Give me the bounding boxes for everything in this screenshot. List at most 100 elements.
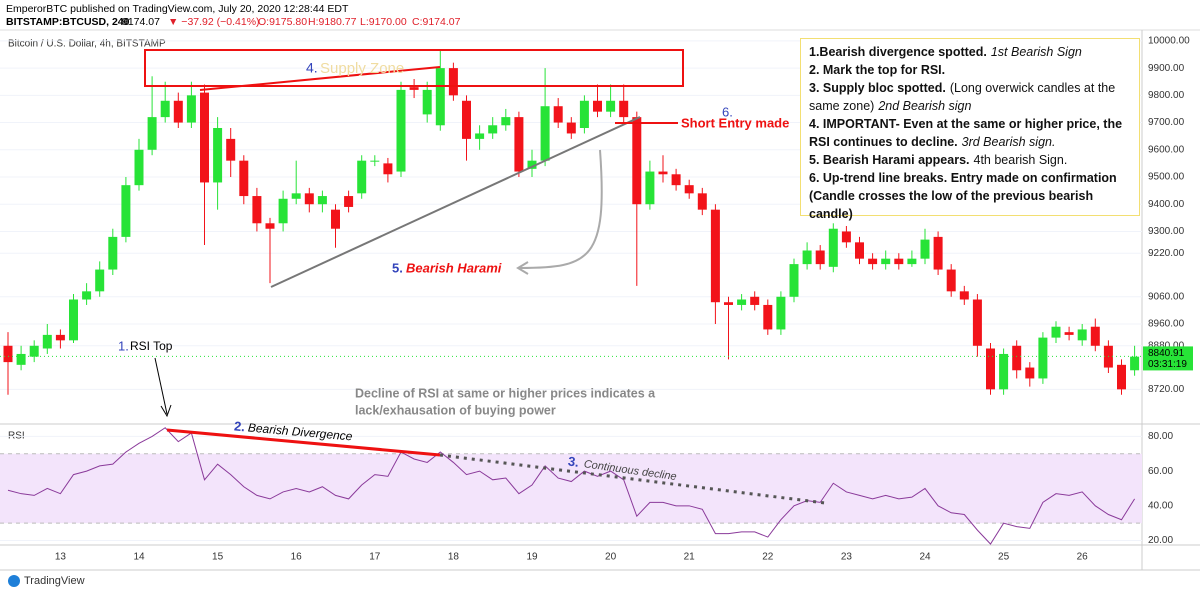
ohlc-low: L:9170.00 <box>360 16 407 28</box>
candle-body <box>95 269 105 292</box>
note-text: 2nd Bearish sign <box>878 99 972 113</box>
candle-body <box>986 348 995 390</box>
x-tick-label: 14 <box>133 552 145 563</box>
candle-body <box>134 149 144 186</box>
candle-body <box>881 258 891 265</box>
note-text: 3. Supply bloc spotted. <box>809 81 946 95</box>
candle-body <box>1025 367 1035 379</box>
last-price-label: 8840.91 <box>1148 348 1185 359</box>
candle-body <box>527 160 537 169</box>
candle-body <box>724 302 733 305</box>
candle-body <box>579 100 589 128</box>
candle-body <box>959 291 969 300</box>
rsi-divergence-line <box>166 428 441 457</box>
candle-body <box>776 296 786 330</box>
x-tick-label: 25 <box>998 552 1010 563</box>
candle-body <box>606 100 616 112</box>
rsi-decline-line <box>439 453 826 505</box>
candle-body <box>278 198 288 224</box>
x-tick-label: 23 <box>841 552 853 563</box>
candle-body <box>763 304 773 330</box>
candle-body <box>920 239 930 259</box>
footer: TradingView <box>24 575 85 587</box>
candle-body <box>331 209 340 229</box>
note-text: 1st Bearish Sign <box>990 45 1082 59</box>
candle-body <box>147 117 157 150</box>
x-tick-label: 16 <box>291 552 303 563</box>
supply-zone <box>144 49 684 87</box>
candle-body <box>252 196 262 224</box>
y-tick-label: 9600.00 <box>1148 144 1185 155</box>
candle-body <box>239 160 249 197</box>
decline-note: lack/exhausation of buying power <box>355 403 556 417</box>
y-tick-label: 60.00 <box>1148 466 1173 477</box>
x-tick-label: 20 <box>605 552 617 563</box>
div-group: 2. Bearish Divergence <box>233 418 353 443</box>
note-line: 2. Mark the top for RSI. <box>809 61 1131 79</box>
candle-body <box>435 68 445 126</box>
candle-body <box>855 242 864 259</box>
candle-body <box>304 193 314 205</box>
cont-label: 3. <box>567 454 580 470</box>
publisher: EmperorBTC published on TradingView.com,… <box>6 3 349 15</box>
y-tick-label: 9500.00 <box>1148 172 1185 183</box>
note-line: 3. Supply bloc spotted. (Long overwick ca… <box>809 79 1131 115</box>
note-text: 5. Bearish Harami appears. <box>809 153 970 167</box>
last: 9174.07 <box>122 16 160 28</box>
candle-body <box>999 353 1009 390</box>
main-title: Bitcoin / U.S. Dollar, 4h, BITSTAMP <box>8 39 166 50</box>
candle-body <box>291 193 301 199</box>
candle-body <box>69 299 78 341</box>
note-text: 4th bearish Sign. <box>973 153 1068 167</box>
candle-body <box>802 250 812 265</box>
candle-body <box>3 345 13 363</box>
candle-body <box>593 100 602 112</box>
candle-body <box>173 100 183 123</box>
candle-body <box>16 353 26 365</box>
divergence-line <box>199 66 441 91</box>
candle-body <box>619 100 629 118</box>
six-label: 6. <box>722 104 733 119</box>
notes-box: 1.Bearish divergence spotted. 1st Bearish… <box>800 38 1140 221</box>
candle-body <box>1051 326 1061 338</box>
candle-body <box>121 185 131 237</box>
ohlc-high: H:9180.77 <box>308 16 357 28</box>
candle-body <box>894 258 904 265</box>
candle-body <box>186 95 196 123</box>
y-tick-label: 9800.00 <box>1148 90 1185 101</box>
x-tick-label: 24 <box>919 552 931 563</box>
candle-body <box>946 269 956 292</box>
candle-body <box>370 160 380 162</box>
y-tick-label: 9300.00 <box>1148 226 1185 237</box>
candle-body <box>933 236 943 270</box>
x-tick-label: 21 <box>684 552 696 563</box>
candle-body <box>1038 337 1048 379</box>
candle-body <box>697 193 707 210</box>
ohlc-open: O:9175.80 <box>258 16 307 28</box>
y-tick-label: 9060.00 <box>1148 291 1185 302</box>
short-label: Short Entry made <box>681 115 789 130</box>
y-tick-label: 40.00 <box>1148 500 1173 511</box>
candle-body <box>1064 332 1074 335</box>
note-line: 1.Bearish divergence spotted. 1st Bearish… <box>809 43 1131 61</box>
supply-label: 4. <box>306 60 318 76</box>
layers: 10000.00 9900.00 9800.00 9700.00 9600.00 9500… <box>0 36 1193 563</box>
candle-body <box>409 87 419 90</box>
candle-body <box>750 296 760 305</box>
y-tick-label: 9400.00 <box>1148 199 1185 210</box>
y-tick-label: 8880.00 <box>1148 340 1185 351</box>
y-tick-label: 8720.00 <box>1148 384 1185 395</box>
candle-body <box>200 92 209 183</box>
candle-body <box>645 171 655 205</box>
candle-body <box>1117 364 1126 390</box>
candle-body <box>383 163 393 175</box>
candle-body <box>1130 356 1140 371</box>
x-tick-label: 15 <box>212 552 224 563</box>
y-tick-label: 20.00 <box>1148 535 1173 546</box>
last-price-box <box>1143 346 1193 371</box>
y-tick-label: 8960.00 <box>1148 319 1185 330</box>
harami-label: 5. <box>392 260 403 275</box>
note-line: 4. IMPORTANT- Even at the same or higher… <box>809 115 1131 151</box>
rsi-top-arrowhead <box>160 404 172 418</box>
